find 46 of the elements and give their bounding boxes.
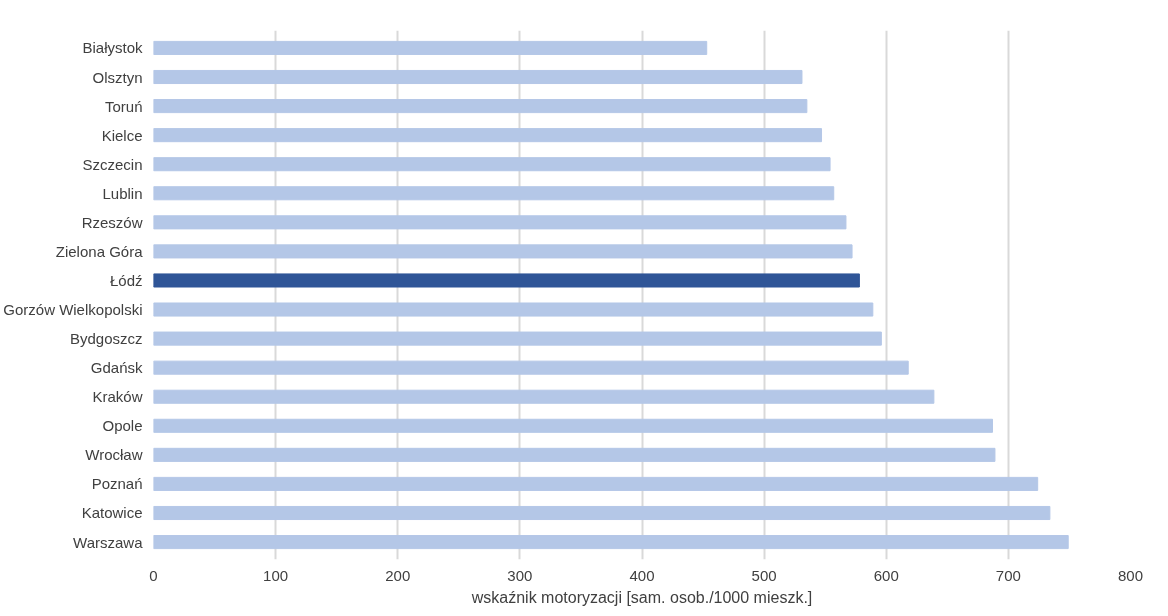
- y-tick-label: Poznań: [91, 475, 143, 493]
- x-tick-label: 400: [629, 566, 655, 584]
- x-tick-label: 600: [873, 566, 899, 584]
- bar: [153, 535, 1069, 550]
- x-tick-label: 200: [385, 566, 411, 584]
- bar: [153, 40, 708, 55]
- y-tick-label: Toruń: [104, 97, 143, 115]
- bar: [153, 157, 831, 172]
- y-tick-label: Zielona Góra: [55, 242, 144, 260]
- y-tick-label: Olsztyn: [92, 68, 143, 86]
- bar: [153, 476, 1039, 491]
- y-tick-label: Bydgoszcz: [69, 330, 143, 348]
- y-tick-label: Łódź: [109, 271, 143, 289]
- bar: [153, 128, 823, 143]
- bar: [153, 505, 1051, 521]
- bar: [153, 331, 882, 346]
- x-tick-label: 800: [1117, 566, 1144, 584]
- y-tick-label: Kraków: [92, 388, 143, 406]
- bar: [153, 186, 835, 201]
- y-tick-label: Gorzów Wielkopolski: [3, 301, 143, 319]
- bar: [153, 447, 996, 462]
- bar: [153, 69, 803, 85]
- bar: [153, 215, 847, 230]
- bar: [153, 99, 808, 114]
- y-tick-label: Lublin: [102, 184, 143, 202]
- x-axis-title: wskaźnik motoryzacji [sam. osob./1000 mieszk.]: [470, 588, 813, 606]
- x-tick-label: 0: [149, 566, 158, 584]
- y-tick-label: Białystok: [82, 39, 143, 57]
- y-tick-label: Warszawa: [73, 533, 144, 551]
- x-tick-label: 100: [263, 566, 289, 584]
- y-tick-label: Kielce: [101, 126, 143, 144]
- y-tick-label: Wrocław: [85, 446, 143, 464]
- x-tick-label: 700: [995, 566, 1021, 584]
- bar: [153, 389, 935, 404]
- bar: [153, 302, 874, 317]
- y-tick-label: Gdańsk: [90, 359, 143, 377]
- bar: [153, 360, 909, 375]
- x-tick-label: 500: [751, 566, 777, 584]
- bar: [153, 418, 993, 433]
- y-tick-label: Szczecin: [82, 155, 143, 173]
- x-tick-label: 300: [507, 566, 533, 584]
- y-tick-label: Katowice: [81, 504, 143, 522]
- y-tick-label: Rzeszów: [81, 213, 143, 231]
- bar: [153, 273, 860, 288]
- bar: [153, 244, 853, 259]
- y-tick-label: Opole: [102, 417, 143, 435]
